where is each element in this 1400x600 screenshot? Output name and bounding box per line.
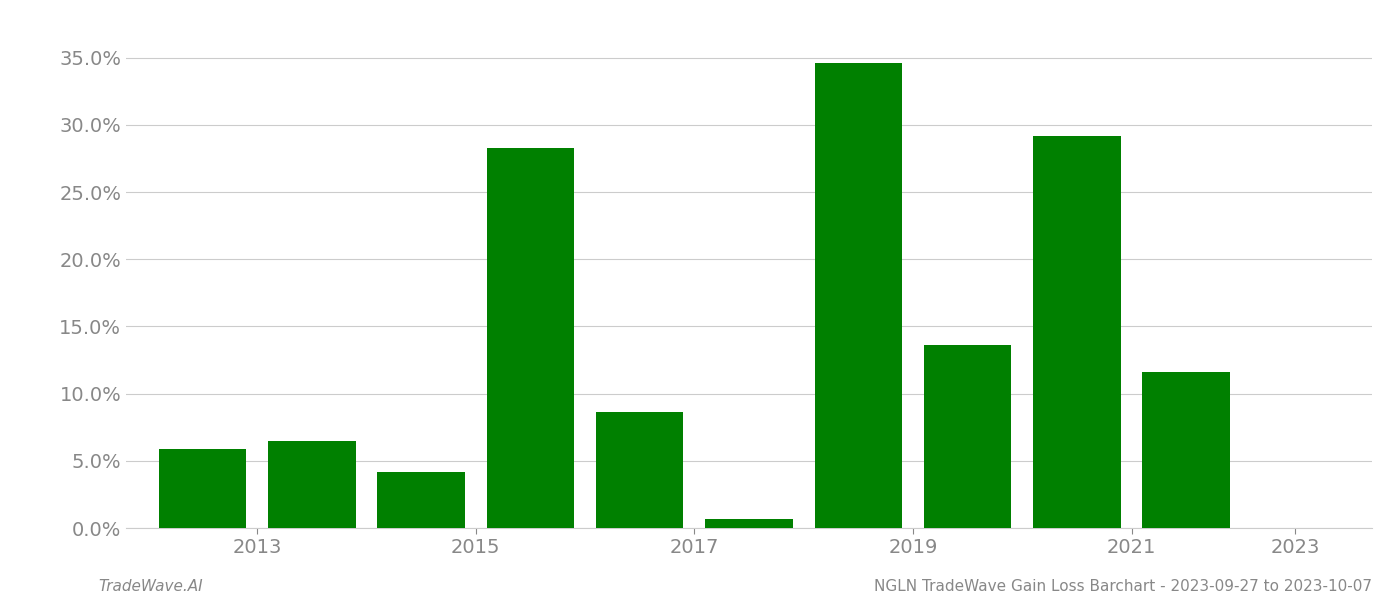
Bar xyxy=(158,449,246,528)
Bar xyxy=(924,345,1011,528)
Bar xyxy=(1142,372,1231,528)
Bar xyxy=(596,412,683,528)
Bar xyxy=(487,148,574,528)
Text: TradeWave.AI: TradeWave.AI xyxy=(98,579,203,594)
Bar xyxy=(378,472,465,528)
Text: NGLN TradeWave Gain Loss Barchart - 2023-09-27 to 2023-10-07: NGLN TradeWave Gain Loss Barchart - 2023… xyxy=(874,579,1372,594)
Bar xyxy=(706,518,792,528)
Bar xyxy=(1033,136,1120,528)
Bar xyxy=(815,63,902,528)
Bar xyxy=(267,440,356,528)
